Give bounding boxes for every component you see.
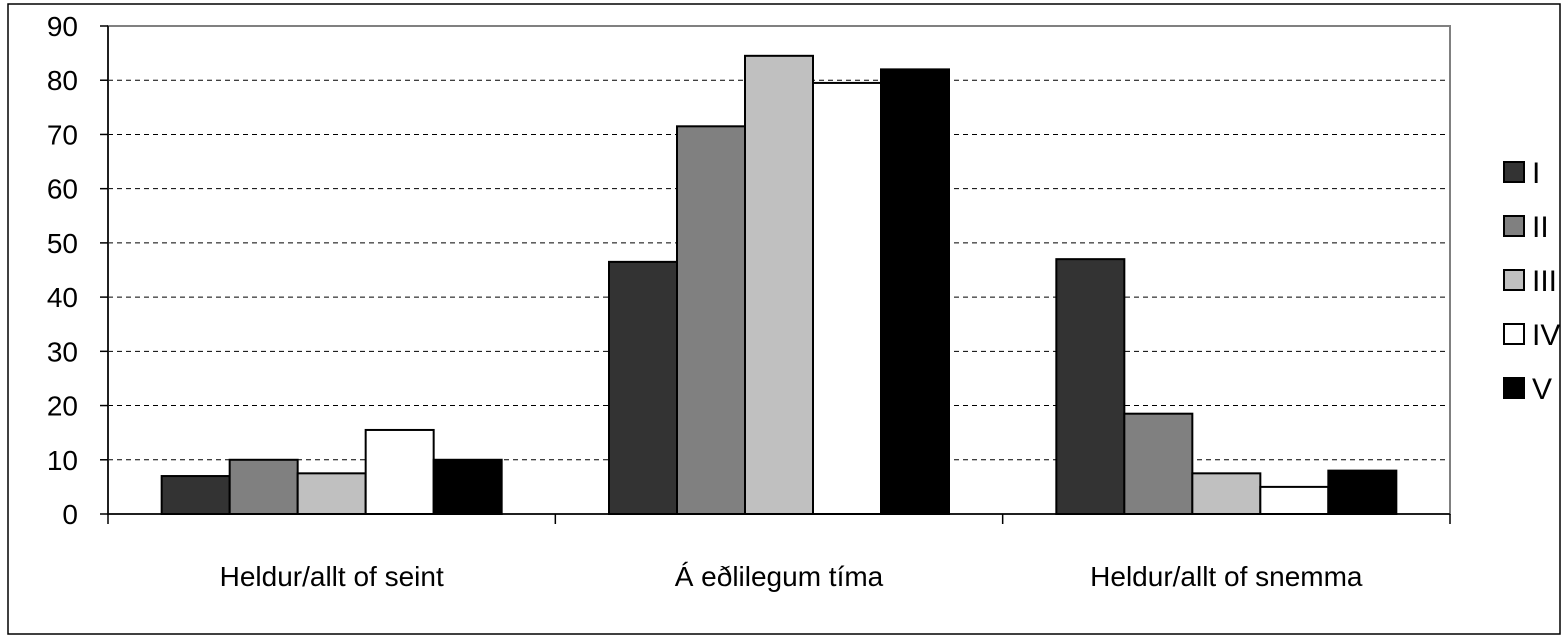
bar-I-0	[160, 475, 231, 515]
legend-label-II: II	[1532, 211, 1549, 244]
legend-swatch-III	[1503, 269, 1525, 291]
bar-III-0	[296, 472, 367, 516]
bar-II-1	[676, 125, 746, 516]
bar-V-1	[880, 68, 950, 515]
bar-III-2	[1191, 472, 1262, 516]
legend-label-III: III	[1532, 265, 1557, 298]
bar-II-0	[228, 458, 299, 515]
x-category-label: Heldur/allt of snemma	[1090, 561, 1363, 592]
y-tick-label: 40	[47, 282, 78, 313]
bar-V-0	[432, 458, 503, 515]
axes	[100, 25, 1451, 524]
x-category-label: Heldur/allt of seint	[220, 561, 444, 592]
legend-swatch-V	[1503, 377, 1525, 399]
legend-label-IV: IV	[1532, 319, 1560, 352]
y-tick-label: 80	[47, 65, 78, 96]
y-tick-label: 10	[47, 445, 78, 476]
legend-swatch-I	[1503, 161, 1525, 183]
y-axis-tick-labels: 0 10 20 30 40 50 60 70 80 90	[47, 11, 78, 530]
y-tick-label: 70	[47, 119, 78, 150]
x-category-label: Á eðlilegum tíma	[675, 561, 884, 592]
bar-I-1	[608, 260, 678, 515]
y-tick-label: 50	[47, 228, 78, 259]
x-axis-category-labels: Heldur/allt of seint Á eðlilegum tíma Held…	[220, 561, 1363, 592]
bar-V-2	[1327, 469, 1398, 515]
bars	[160, 54, 1398, 516]
legend-swatch-IV	[1503, 323, 1525, 345]
legend-label-V: V	[1532, 373, 1552, 406]
bar-IV-2	[1259, 485, 1330, 515]
y-tick-label: 0	[62, 499, 78, 530]
y-tick-label: 90	[47, 11, 78, 42]
y-tick-label: 60	[47, 174, 78, 205]
y-tick-label: 30	[47, 336, 78, 367]
bar-I-2	[1055, 258, 1126, 515]
bar-IV-0	[364, 428, 435, 516]
bar-IV-1	[812, 81, 882, 516]
legend-label-I: I	[1532, 157, 1540, 190]
bar-II-2	[1123, 412, 1194, 516]
legend-swatch-II	[1503, 215, 1525, 237]
y-tick-label: 20	[47, 391, 78, 422]
bar-III-1	[744, 54, 814, 515]
